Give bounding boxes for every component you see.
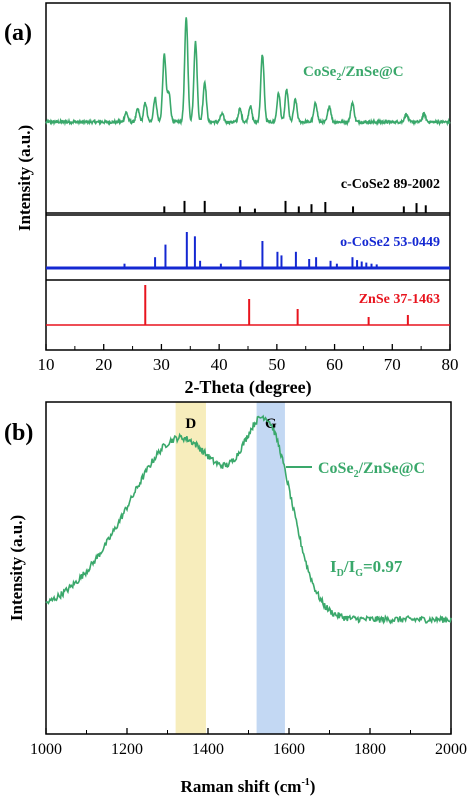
band-label-d: D [185, 416, 196, 432]
a-tick-label-70: 70 [384, 355, 401, 374]
panel-b-x-axis-label: Raman shift (cm-1) [181, 777, 316, 796]
panel-b-label: (b) [4, 420, 33, 446]
b-tick-label-1000: 1000 [30, 741, 62, 758]
raman-spectrum-line [45, 414, 452, 625]
panel-b-x-ticks: 1000 1200 1400 1600 1800 2000 [30, 728, 467, 758]
b-tick-label-2000: 2000 [435, 741, 467, 758]
series-label-cose2-znse-c: CoSe2/ZnSe@C [303, 64, 404, 83]
panel-a-y-axis-label: Intensity (a.u.) [15, 125, 34, 231]
panel-a-x-axis-label: 2-Theta (degree) [184, 377, 311, 398]
band-d [175, 402, 206, 734]
id-ig-annotation: ID/IG=0.97 [330, 557, 403, 579]
panel-a-marks [45, 17, 451, 326]
b-tick-label-1400: 1400 [192, 741, 224, 758]
a-tick-label-40: 40 [211, 355, 228, 374]
series-line-cose2-znse-c [45, 17, 451, 127]
b-tick-label-1800: 1800 [354, 741, 386, 758]
panel-a: 10 20 30 40 50 60 70 80 CoSe2/ZnSe@C c-CoSe2 89… [15, 2, 459, 398]
a-tick-label-10: 10 [38, 355, 55, 374]
series-label-znse: ZnSe 37-1463 [359, 292, 440, 307]
b-tick-label-1600: 1600 [273, 741, 305, 758]
series-label-o-cose2: o-CoSe2 53-0449 [340, 235, 440, 250]
a-tick-label-60: 60 [326, 355, 343, 374]
a-tick-label-30: 30 [153, 355, 170, 374]
panel-b-legend-label: CoSe2/ZnSe@C [318, 460, 425, 480]
b-tick-label-1200: 1200 [111, 741, 143, 758]
panel-b-y-axis-label: Intensity (a.u.) [7, 515, 26, 621]
a-tick-label-80: 80 [442, 355, 459, 374]
panel-a-label: (a) [4, 20, 32, 46]
series-label-c-cose2: c-CoSe2 89-2002 [341, 177, 440, 192]
panel-a-x-ticks: 10 20 30 40 50 60 70 80 [38, 344, 459, 374]
a-tick-label-20: 20 [95, 355, 112, 374]
panel-b-marks [45, 414, 452, 625]
a-tick-label-50: 50 [268, 355, 285, 374]
